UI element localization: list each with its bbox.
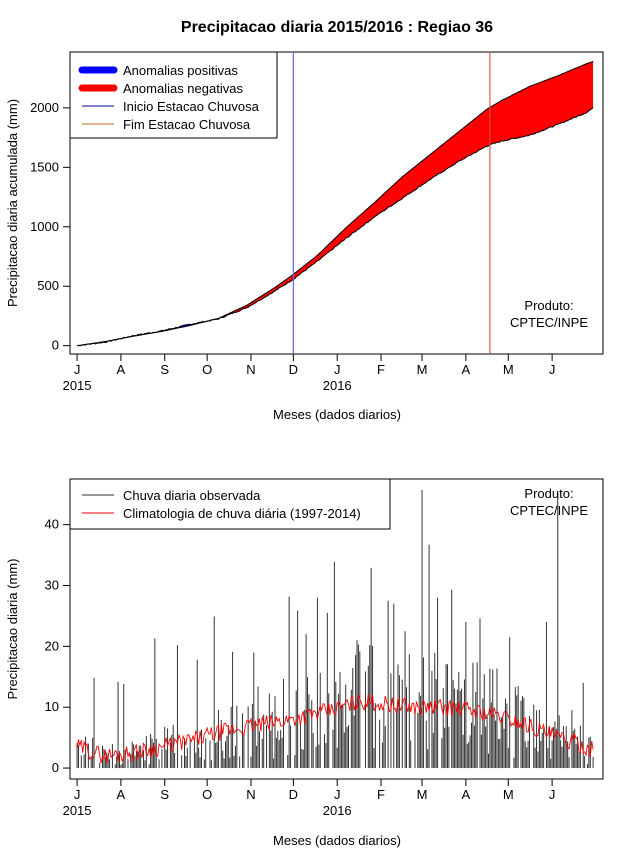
daily-x-tick-label: J	[74, 787, 81, 802]
cumulative-legend: Anomalias positivas Anomalias negativas …	[69, 51, 278, 139]
daily-x-tick-label: M	[503, 787, 514, 802]
cumulative-plot-frame	[69, 51, 604, 355]
daily-legend-box	[69, 478, 391, 530]
cumulative-y-tick-label: 1500	[30, 159, 59, 174]
cumulative-y-tick-label: 1000	[30, 219, 59, 234]
daily-x-tick-label: J	[334, 787, 341, 802]
cumulative-x-tick-label: M	[417, 362, 428, 377]
daily-y-tick-label: 40	[45, 517, 59, 532]
daily-x-tick-label: J	[549, 787, 556, 802]
daily-y-axis-label: Precipitacao diaria (mm)	[5, 559, 20, 700]
climatology-line-group	[76, 693, 594, 764]
cumulative-x-tick-label: A	[117, 362, 126, 377]
daily-x-axis-label: Meses (dados diarios)	[273, 833, 401, 848]
legend-label-negative: Anomalias negativas	[123, 81, 243, 96]
daily-year-label: 2015	[63, 803, 92, 818]
cumulative-y-tick-label: 500	[37, 278, 59, 293]
daily-x-tick-label: S	[160, 787, 169, 802]
negative-anomaly-area	[215, 61, 594, 320]
product-label-bottom: Produto:	[524, 486, 573, 501]
daily-x-tick-label: A	[462, 787, 471, 802]
cumulative-y-tick-label: 0	[52, 338, 59, 353]
daily-y-tick-label: 10	[45, 699, 59, 714]
cumulative-x-tick-label: J	[74, 362, 81, 377]
daily-year-label: 2016	[323, 803, 352, 818]
cumulative-x-tick-label: J	[549, 362, 556, 377]
legend-label-climatology: Climatologia de chuva diária (1997-2014)	[123, 506, 361, 521]
observed-accumulated-line	[76, 107, 594, 347]
daily-x-tick-label: A	[117, 787, 126, 802]
cumulative-x-tick-label: O	[202, 362, 212, 377]
climatology-daily-line	[76, 693, 594, 764]
daily-legend: Chuva diaria observada Climatologia de c…	[69, 478, 391, 530]
daily-y-axis: 0 10 20 30 40	[45, 517, 70, 775]
product-source: CPTEC/INPE	[510, 315, 588, 330]
anomaly-area-group	[76, 61, 594, 347]
cumulative-x-tick-label: D	[289, 362, 298, 377]
cumulative-x-tick-label: A	[462, 362, 471, 377]
product-label: Produto:	[524, 298, 573, 313]
product-source-bottom: CPTEC/INPE	[510, 503, 588, 518]
legend-label-season-end: Fim Estacao Chuvosa	[123, 117, 251, 132]
daily-x-tick-label: O	[202, 787, 212, 802]
cumulative-x-tick-label: S	[160, 362, 169, 377]
daily-x-tick-label: F	[377, 787, 385, 802]
cumulative-y-axis-label: Precipitacao diaria acumulada (mm)	[5, 99, 20, 307]
cumulative-year-label: 2015	[63, 378, 92, 393]
observed-rain-spikes	[76, 489, 594, 769]
daily-y-tick-label: 0	[52, 760, 59, 775]
legend-label-observed: Chuva diaria observada	[123, 488, 261, 503]
daily-x-tick-label: N	[246, 787, 255, 802]
cumulative-x-tick-label: F	[377, 362, 385, 377]
daily-x-tick-label: D	[289, 787, 298, 802]
cumulative-year-label: 2016	[323, 378, 352, 393]
legend-label-positive: Anomalias positivas	[123, 63, 238, 78]
cumulative-y-axis: 0 500 1000 1500 2000	[30, 100, 70, 353]
chart-title: Precipitacao diaria 2015/2016 : Regiao 3…	[181, 19, 493, 36]
daily-x-tick-label: M	[417, 787, 428, 802]
legend-label-season-start: Inicio Estacao Chuvosa	[123, 99, 260, 114]
daily-y-tick-label: 20	[45, 638, 59, 653]
cumulative-x-tick-label: J	[334, 362, 341, 377]
cumulative-x-tick-label: M	[503, 362, 514, 377]
cumulative-x-tick-label: N	[246, 362, 255, 377]
cumulative-y-tick-label: 2000	[30, 100, 59, 115]
cumulative-x-axis-label: Meses (dados diarios)	[273, 407, 401, 422]
daily-y-tick-label: 30	[45, 577, 59, 592]
season-lines-group	[292, 52, 491, 354]
